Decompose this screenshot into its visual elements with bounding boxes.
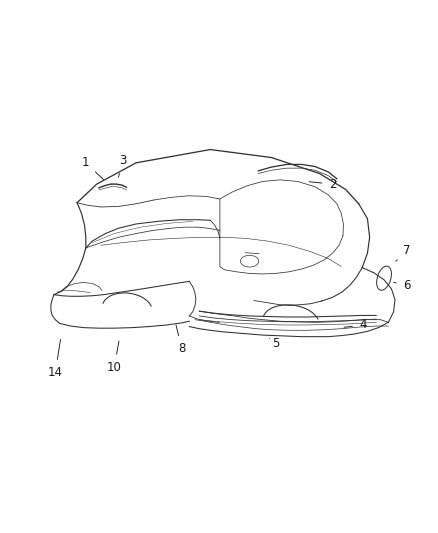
Text: 4: 4 (344, 319, 367, 332)
Text: 10: 10 (107, 341, 122, 374)
Text: 1: 1 (82, 156, 103, 180)
Text: 2: 2 (309, 177, 336, 191)
Text: 3: 3 (118, 154, 127, 177)
Text: 7: 7 (396, 244, 410, 261)
Text: 5: 5 (269, 337, 279, 350)
Text: 6: 6 (394, 279, 410, 292)
Text: 14: 14 (48, 340, 63, 379)
Text: 8: 8 (176, 325, 186, 356)
